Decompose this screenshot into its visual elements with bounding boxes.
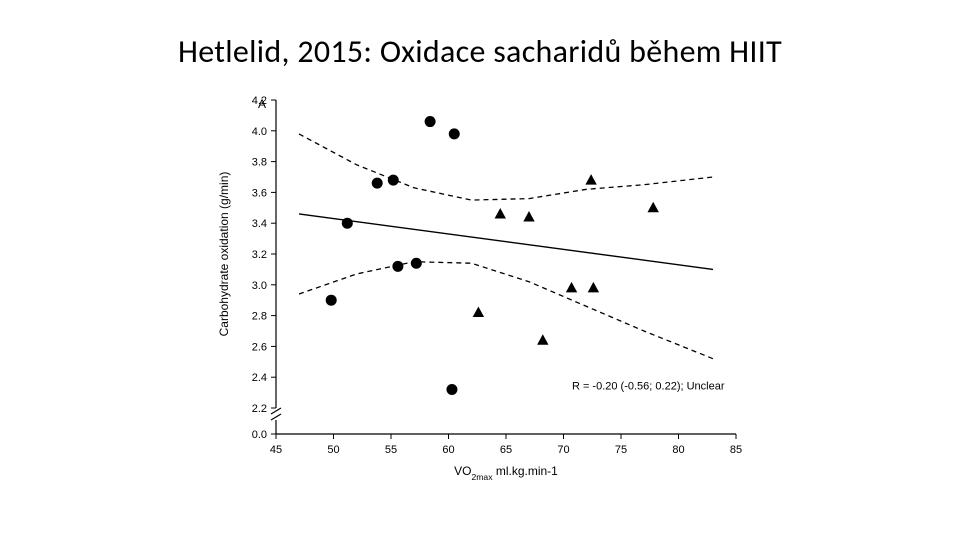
svg-text:2.8: 2.8 [252,311,267,323]
svg-text:0.0: 0.0 [252,429,267,441]
scatter-chart: 2.22.42.62.83.03.23.43.63.84.04.20.04550… [210,90,750,490]
svg-text:60: 60 [442,444,454,456]
svg-text:R = -0.20 (-0.56; 0.22); Uncle: R = -0.20 (-0.56; 0.22); Unclear [572,381,725,393]
svg-text:2.4: 2.4 [252,372,267,384]
svg-text:50: 50 [327,444,339,456]
svg-text:85: 85 [730,444,742,456]
svg-text:65: 65 [500,444,512,456]
page-title: Hetlelid, 2015: Oxidace sacharidů během … [0,32,960,71]
svg-text:A: A [258,97,266,111]
svg-text:3.0: 3.0 [252,280,267,292]
svg-text:4.0: 4.0 [252,126,267,138]
svg-text:80: 80 [672,444,684,456]
svg-text:75: 75 [615,444,627,456]
svg-text:2.6: 2.6 [252,341,267,353]
svg-text:70: 70 [557,444,569,456]
svg-text:3.4: 3.4 [252,218,267,230]
svg-text:3.8: 3.8 [252,157,267,169]
svg-text:2.2: 2.2 [252,403,267,415]
svg-text:Carbohydrate oxidation (g/min): Carbohydrate oxidation (g/min) [217,172,231,337]
svg-text:3.2: 3.2 [252,249,267,261]
svg-text:3.6: 3.6 [252,187,267,199]
svg-text:VO2max ml.kg.min-1: VO2max ml.kg.min-1 [454,464,558,482]
svg-text:55: 55 [385,444,397,456]
svg-text:45: 45 [270,444,282,456]
